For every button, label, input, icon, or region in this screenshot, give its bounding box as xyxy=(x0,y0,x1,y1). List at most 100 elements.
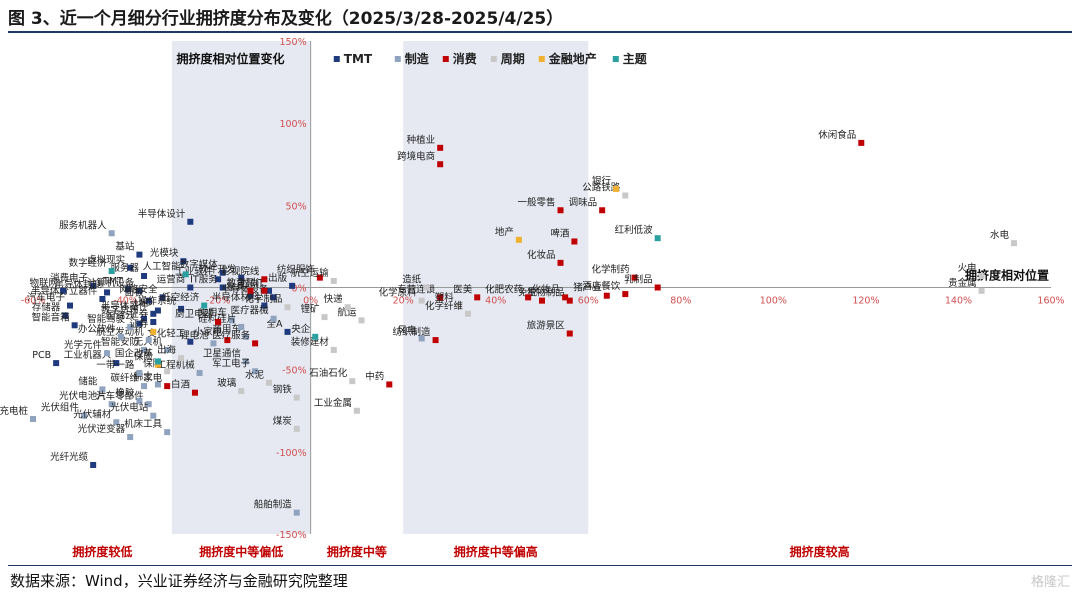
data-point xyxy=(145,297,152,304)
point-label: 水泥 xyxy=(245,369,265,381)
x-tick-label: 140% xyxy=(945,296,972,307)
data-point xyxy=(141,315,148,322)
data-point xyxy=(62,312,69,319)
data-point xyxy=(464,310,471,317)
data-point xyxy=(224,337,231,344)
legend-swatch xyxy=(490,56,497,62)
point-label: 服务机器人 xyxy=(59,219,107,231)
point-label: 出海 xyxy=(157,344,177,356)
x-tick-label: 160% xyxy=(1037,296,1064,307)
point-label: 化学制药 xyxy=(592,264,630,276)
data-point xyxy=(293,425,300,432)
x-tick-label: 120% xyxy=(852,296,879,307)
point-label: 玻璃 xyxy=(217,377,236,389)
point-label: 半导体设计 xyxy=(138,208,186,220)
data-point xyxy=(80,412,87,419)
point-label: 煤炭 xyxy=(273,415,293,427)
data-point xyxy=(631,274,638,281)
data-point xyxy=(154,307,161,314)
data-point xyxy=(71,322,78,329)
data-point xyxy=(437,161,444,168)
data-point xyxy=(136,397,143,404)
point-label: 央企 xyxy=(291,323,311,335)
point-label: 银行 xyxy=(592,175,612,187)
legend-swatch xyxy=(333,56,340,62)
title-divider xyxy=(8,31,1072,33)
point-label: 人工智能 xyxy=(143,260,182,272)
data-point xyxy=(154,381,161,388)
footer-divider xyxy=(8,565,1072,566)
y-tick-label: 50% xyxy=(286,201,307,212)
data-point xyxy=(1010,240,1017,247)
data-point xyxy=(180,258,187,265)
data-point xyxy=(247,287,254,294)
point-label: 快递 xyxy=(324,293,344,305)
point-label: 化肥农药 xyxy=(485,283,523,295)
point-label: 出版 xyxy=(268,272,288,284)
point-label: 光伏组件 xyxy=(41,402,80,414)
data-point xyxy=(136,287,143,294)
data-point xyxy=(164,429,171,436)
point-label: 医疗服务 xyxy=(212,329,251,341)
data-point xyxy=(252,368,259,375)
data-point xyxy=(187,338,194,345)
watermark: 格隆汇 xyxy=(1030,575,1070,590)
data-point xyxy=(113,360,120,367)
legend-swatch xyxy=(538,56,545,62)
data-point xyxy=(539,297,545,304)
data-point xyxy=(141,383,148,390)
data-point xyxy=(141,346,148,353)
point-label: 教育 xyxy=(226,277,245,289)
x-tick-label: 40% xyxy=(485,296,506,307)
x-tick-label: -40% xyxy=(113,296,138,307)
data-point xyxy=(557,259,564,266)
data-point xyxy=(270,294,277,301)
legend-label: 消费 xyxy=(453,51,477,66)
data-point xyxy=(349,378,356,385)
data-point xyxy=(219,269,226,276)
data-point xyxy=(90,461,97,468)
point-label: 化学制品 xyxy=(244,293,282,305)
zone-label: 拥挤度中等偏高 xyxy=(454,544,538,559)
zone-label: 拥挤度中等 xyxy=(327,544,387,559)
point-label: 面板 xyxy=(125,287,145,299)
data-point xyxy=(289,282,296,289)
data-point xyxy=(228,317,235,324)
data-point xyxy=(215,319,222,326)
data-point xyxy=(238,274,245,281)
data-point xyxy=(127,434,134,441)
data-point xyxy=(858,139,865,146)
data-point xyxy=(67,302,74,309)
point-label: 贵金属 xyxy=(948,277,977,289)
point-label: 免税 xyxy=(518,287,538,299)
data-point xyxy=(386,381,393,388)
point-label: 文化轻工 xyxy=(147,328,186,340)
data-point xyxy=(145,337,152,344)
point-label: 钢铁 xyxy=(273,384,293,396)
data-point xyxy=(654,235,661,242)
data-point xyxy=(238,388,245,395)
data-point xyxy=(321,314,328,321)
data-point xyxy=(219,284,226,291)
point-label: 家电 xyxy=(143,372,163,384)
data-point xyxy=(242,333,249,340)
point-label: LED xyxy=(134,298,153,309)
point-label: 光模块 xyxy=(150,247,179,259)
data-point xyxy=(432,337,439,344)
point-label: 休闲食品 xyxy=(818,129,856,141)
data-point xyxy=(316,274,323,281)
data-point xyxy=(252,340,259,347)
axes: -60% -40% -20% 0% 20% 40% 60% 80% 100% 120% 140% 16… xyxy=(21,37,1065,559)
point-label: 装修建材 xyxy=(291,336,330,348)
point-label: 软件开发 xyxy=(198,264,237,276)
point-label: 光伏电池片 xyxy=(59,390,107,402)
point-label: 化学纤维 xyxy=(425,300,464,312)
point-label: 橡胶 xyxy=(115,387,135,399)
point-label: 汽车零部件 xyxy=(96,390,144,402)
data-point xyxy=(108,401,115,408)
data-point xyxy=(150,412,157,419)
data-point xyxy=(90,282,97,289)
point-label: 红利低波 xyxy=(615,224,654,236)
x-tick-label: 60% xyxy=(578,296,599,307)
data-point xyxy=(30,415,36,422)
